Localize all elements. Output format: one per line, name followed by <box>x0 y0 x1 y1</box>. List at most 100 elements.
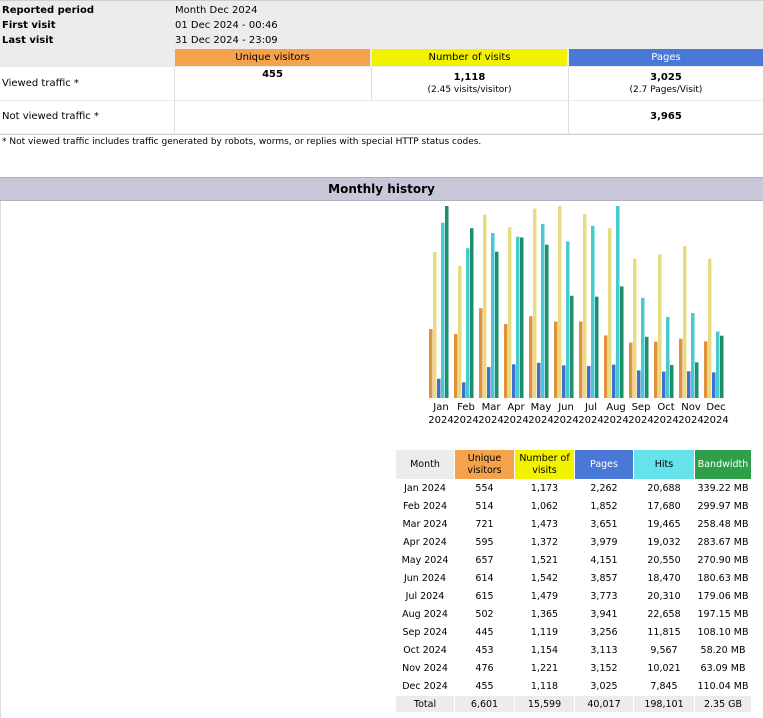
divider <box>568 67 569 100</box>
cell-visits: 1,154 <box>530 645 559 656</box>
cell-month: Jul 2024 <box>405 591 445 602</box>
cell-visits: 1,521 <box>530 555 559 566</box>
cell-total-label: Total <box>396 696 454 712</box>
cell-hits: 18,470 <box>647 573 681 584</box>
cell-bandwidth: 258.48 MB <box>697 519 749 530</box>
x-tick-label-month: Sep <box>632 402 651 413</box>
cell-bandwidth: 339.22 MB <box>697 483 749 494</box>
divider <box>371 67 372 100</box>
cell-pages: 3,857 <box>590 573 618 584</box>
cell-visits: 1,479 <box>530 591 559 602</box>
viewed-pages: 3,025 <box>650 72 682 83</box>
unique-visitors-bar <box>504 323 508 398</box>
x-tick-label-month: Mar <box>482 402 502 413</box>
cell-month: May 2024 <box>401 555 449 566</box>
cell-visits: 1,473 <box>530 519 559 530</box>
table-row: Aug 2024 502 1,365 3,941 22,658 197.15 M… <box>396 606 751 623</box>
x-tick-label-year: 2024 <box>578 415 603 426</box>
cell-hits: 9,567 <box>650 645 678 656</box>
x-tick-label-month: May <box>531 402 552 413</box>
cell-hits: 7,845 <box>650 681 678 692</box>
cell-unique-visitors: 657 <box>475 555 494 566</box>
viewed-visits: 1,118 <box>453 72 486 83</box>
monthly-history-table: Month Unique visitors Number of visits P… <box>395 449 752 713</box>
cell-pages: 3,256 <box>590 627 618 638</box>
last-visit-value: 31 Dec 2024 - 23:09 <box>175 35 278 46</box>
table-row: Mar 2024 721 1,473 3,651 19,465 258.48 M… <box>396 516 751 533</box>
cell-bandwidth: 180.63 MB <box>697 573 749 584</box>
cell-hits: 22,658 <box>647 609 681 620</box>
bandwidth-bar <box>495 251 499 398</box>
visits-bar <box>508 227 512 398</box>
not-viewed-traffic-row: Not viewed traffic * 3,965 <box>0 101 763 133</box>
column-header-visits: Number of visits <box>515 450 574 479</box>
cell-bandwidth: 63.09 MB <box>700 663 746 674</box>
x-tick-label-year: 2024 <box>528 415 553 426</box>
last-visit-label: Last visit <box>2 35 54 46</box>
viewed-unique-visitors: 455 <box>262 69 283 80</box>
bandwidth-bar <box>595 296 599 398</box>
cell-pages: 3,773 <box>590 591 618 602</box>
x-tick-label-year: 2024 <box>653 415 678 426</box>
hits-bar <box>716 331 720 398</box>
cell-unique-visitors: 514 <box>475 501 494 512</box>
table-row: Apr 2024 595 1,372 3,979 19,032 283.67 M… <box>396 534 751 551</box>
viewed-traffic-label: Viewed traffic * <box>2 78 79 89</box>
cell-month: Mar 2024 <box>402 519 448 530</box>
cell-bandwidth: 299.97 MB <box>697 501 749 512</box>
not-viewed-traffic-label: Not viewed traffic * <box>2 111 99 122</box>
cell-unique-visitors: 614 <box>475 573 494 584</box>
cell-bandwidth: 283.67 MB <box>697 537 749 548</box>
cell-pages: 3,025 <box>590 681 618 692</box>
hits-bar <box>516 236 520 398</box>
x-tick-label-year: 2024 <box>628 415 653 426</box>
table-row: Jan 2024 554 1,173 2,262 20,688 339.22 M… <box>396 480 751 497</box>
cell-bandwidth: 270.90 MB <box>697 555 749 566</box>
cell-visits: 1,542 <box>530 573 559 584</box>
cell-month: Sep 2024 <box>402 627 448 638</box>
first-visit-label: First visit <box>2 20 56 31</box>
pages-bar <box>687 371 691 398</box>
cell-pages: 3,651 <box>590 519 618 530</box>
cell-month: Oct 2024 <box>403 645 447 656</box>
x-tick-label-year: 2024 <box>553 415 578 426</box>
cell-total-bandwidth: 2.35 GB <box>695 696 751 712</box>
pages-bar <box>612 364 616 398</box>
visits-bar <box>433 251 437 398</box>
x-tick-label-year: 2024 <box>478 415 503 426</box>
visits-bar <box>583 213 587 398</box>
x-tick-label-year: 2024 <box>703 415 728 426</box>
unique-visitors-bar <box>454 334 458 398</box>
column-header-hits: Hits <box>634 450 694 479</box>
cell-visits: 1,119 <box>530 627 559 638</box>
bandwidth-bar <box>545 244 549 398</box>
cell-unique-visitors: 445 <box>475 627 494 638</box>
unique-visitors-bar <box>654 341 658 398</box>
divider <box>174 101 175 133</box>
cell-visits: 1,365 <box>530 609 559 620</box>
x-tick-label-year: 2024 <box>603 415 628 426</box>
monthly-history-title: Monthly history <box>0 177 763 201</box>
cell-bandwidth: 58.20 MB <box>700 645 746 656</box>
cell-pages: 1,852 <box>590 501 618 512</box>
bandwidth-bar <box>720 335 724 398</box>
pages-bar <box>712 372 716 398</box>
summary-panel: Reported period Month Dec 2024 First vis… <box>0 0 763 135</box>
unique-visitors-bar <box>629 342 633 398</box>
cell-pages: 3,113 <box>590 645 618 656</box>
pages-bar <box>662 371 666 398</box>
pages-bar <box>437 378 441 398</box>
cell-hits: 11,815 <box>647 627 681 638</box>
visits-bar <box>608 228 612 398</box>
table-row: Feb 2024 514 1,062 1,852 17,680 299.97 M… <box>396 498 751 515</box>
hits-bar <box>466 248 470 398</box>
cell-unique-visitors: 595 <box>475 537 494 548</box>
unique-visitors-bar <box>429 329 433 398</box>
unique-visitors-bar <box>529 316 533 398</box>
pages-bar <box>562 365 566 398</box>
cell-month: Dec 2024 <box>402 681 448 692</box>
cell-visits: 1,118 <box>530 681 559 692</box>
visits-bar <box>558 206 562 398</box>
visits-bar <box>683 245 687 398</box>
bandwidth-bar <box>670 365 674 398</box>
